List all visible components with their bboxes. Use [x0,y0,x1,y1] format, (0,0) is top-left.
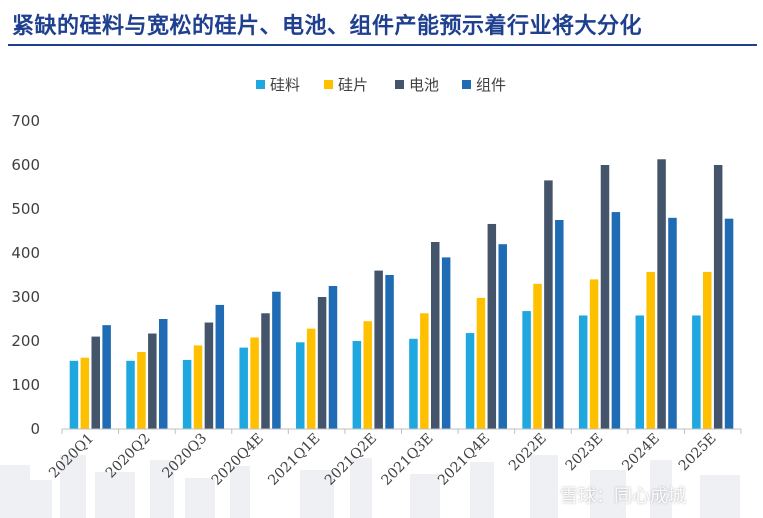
bar-组件-2024E [668,217,677,429]
bar-硅料-2024E [635,315,645,429]
bar-组件-2021Q1E [328,286,338,429]
bar-硅片-2021Q2E [363,321,373,429]
y-tick-label: 0 [30,420,40,438]
bar-硅料-2020Q1 [69,360,79,429]
bar-电池-2020Q4E [261,313,270,429]
bar-组件-2021Q3E [441,257,451,429]
bar-组件-2023E [611,212,621,429]
bar-硅料-2021Q2E [352,341,362,429]
bar-硅料-2020Q4E [239,347,248,429]
legend-swatch-1 [324,80,333,89]
bar-组件-2021Q2E [385,275,394,429]
bar-组件-2020Q2 [158,319,168,429]
x-tick-label: 2020Q3 [159,431,210,482]
bar-硅料-2021Q4E [465,333,475,429]
legend: 硅料 硅片 电池 组件 [256,76,506,94]
legend-label-1: 硅片 [338,76,368,94]
bar-硅料-2021Q3E [409,338,418,429]
bar-硅片-2024E [646,271,655,429]
y-axis: 0 100 200 300 400 500 600 700 [11,112,40,438]
legend-swatch-3 [462,80,471,89]
chart-title: 紧缺的硅料与宽松的硅片、电池、组件产能预示着行业将大分化 [12,14,643,39]
bar-硅片-2020Q1 [80,357,90,429]
bar-硅片-2021Q4E [476,297,486,429]
bar-组件-2020Q4E [272,291,281,429]
y-tick-label: 300 [11,288,40,306]
y-tick-label: 100 [11,376,40,394]
bar-组件-2022E [555,220,564,429]
bar-组件-2020Q3 [215,304,225,429]
bar-硅料-2022E [522,311,531,429]
bar-电池-2021Q1E [317,297,327,429]
bar-硅料-2025E [692,315,701,429]
skyline-background [0,455,740,518]
bar-硅料-2020Q3 [182,359,192,429]
legend-swatch-2 [395,80,404,89]
bar-电池-2025E [713,165,723,429]
bar-电池-2022E [544,180,553,429]
y-tick-label: 500 [11,200,40,218]
bar-电池-2024E [657,159,666,429]
bar-硅片-2021Q3E [420,313,429,429]
y-tick-label: 600 [11,156,40,174]
x-tick-label: 2023E [563,431,607,475]
bar-电池-2020Q2 [148,333,157,429]
bar-硅料-2023E [578,315,588,429]
y-tick-label: 400 [11,244,40,262]
bar-电池-2020Q3 [204,322,214,429]
bar-硅片-2023E [589,279,599,429]
bar-电池-2023E [600,165,610,429]
watermark: 雪球：同心成城 [560,486,686,507]
bar-硅片-2020Q3 [193,345,203,429]
bar-硅片-2022E [533,283,542,429]
bar-组件-2020Q1 [102,325,111,429]
bar-电池-2021Q4E [487,223,497,429]
bar-电池-2020Q1 [91,336,100,429]
bar-硅料-2020Q2 [126,360,135,429]
legend-swatch-0 [256,80,265,89]
legend-label-2: 电池 [409,76,439,94]
bar-硅片-2025E [703,271,712,429]
bar-硅片-2020Q2 [137,352,146,429]
legend-label-0: 硅料 [270,76,300,94]
bar-硅料-2021Q1E [296,342,305,429]
bar-电池-2021Q3E [430,242,440,429]
y-tick-label: 700 [11,112,40,130]
legend-label-3: 组件 [476,76,506,94]
title-divider [8,44,757,46]
x-tick-label: 2025E [676,431,720,475]
bar-组件-2025E [724,218,734,429]
y-tick-label: 200 [11,332,40,350]
bar-硅片-2020Q4E [250,337,259,429]
bar-硅片-2021Q1E [306,328,316,429]
bar-组件-2021Q4E [498,244,507,429]
bar-电池-2021Q2E [374,270,383,429]
bars [69,159,734,429]
